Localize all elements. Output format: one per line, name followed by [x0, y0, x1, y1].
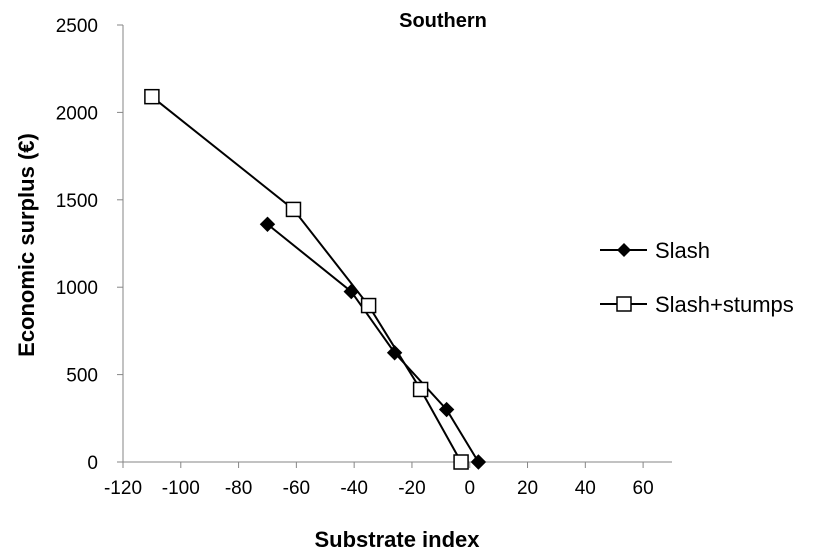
x-tick-label: 40 [575, 478, 596, 499]
y-tick-label: 0 [87, 453, 98, 474]
x-tick-label: -120 [104, 478, 142, 499]
x-axis-title: Substrate index [314, 527, 480, 552]
plot-area [144, 88, 487, 470]
y-tick-label: 500 [66, 366, 98, 387]
y-tick-label: 2500 [56, 16, 98, 37]
data-point-square [144, 88, 160, 105]
legend-label-slash-stumps: Slash+stumps [655, 292, 794, 317]
x-tick-label: 20 [517, 478, 538, 499]
x-tick-label: 60 [633, 478, 654, 499]
series-line [151, 95, 462, 463]
data-point-diamond [259, 216, 276, 232]
data-point-square [360, 297, 377, 314]
x-tick-label: -40 [340, 478, 367, 499]
legend-label-slash: Slash [655, 238, 710, 263]
y-tick-label: 1000 [56, 278, 98, 299]
data-point-diamond [470, 454, 487, 470]
x-tick-label: -100 [162, 478, 200, 499]
axes: 0 500 1000 1500 2000 2500 -120 -100 -80 -60 -40 -20… [56, 16, 672, 499]
legend: Slash Slash+stumps [600, 238, 794, 317]
data-point-square [453, 454, 469, 470]
x-tick-label: -20 [398, 478, 425, 499]
series-slash-stumps [144, 88, 469, 470]
data-point-diamond [438, 401, 455, 418]
legend-marker-slash [617, 243, 631, 257]
x-tick-label: -80 [225, 478, 252, 499]
x-tick-label: -60 [283, 478, 310, 499]
y-tick-label: 2000 [56, 103, 98, 124]
series-slash [259, 216, 487, 470]
x-tick-label: 0 [464, 478, 475, 499]
series-line [266, 223, 480, 463]
y-axis-title: Economic surplus (€) [14, 133, 39, 357]
data-point-square [285, 201, 302, 218]
y-tick-label: 1500 [56, 191, 98, 212]
data-point-square [412, 381, 429, 398]
chart-title: Southern [399, 10, 487, 32]
legend-marker-slash-stumps [616, 296, 632, 312]
data-point-diamond [386, 345, 403, 361]
